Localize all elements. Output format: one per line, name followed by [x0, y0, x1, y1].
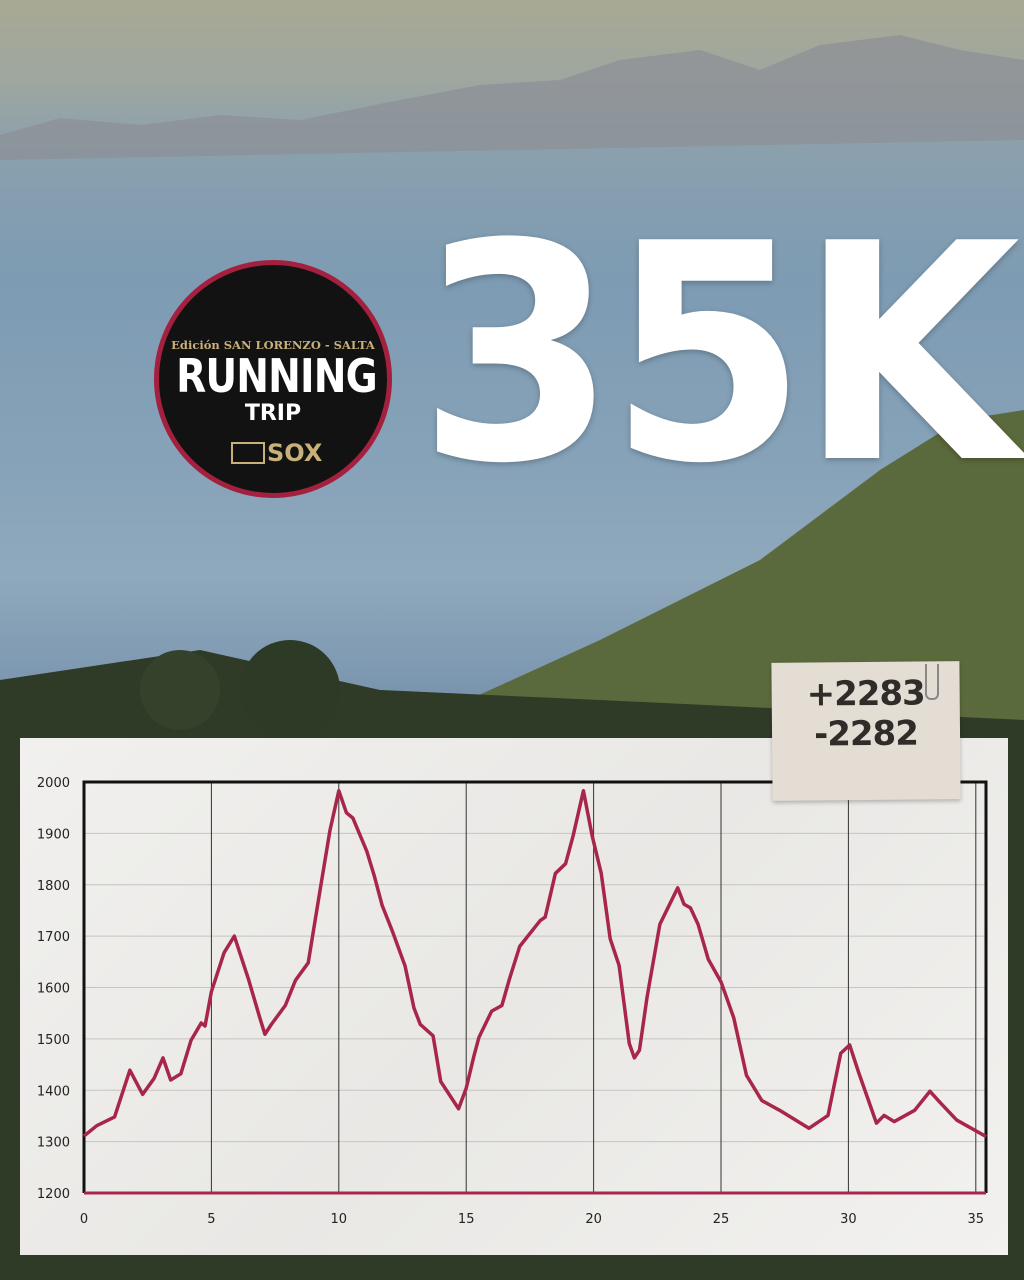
running-trip-logo: Edición SAN LORENZO - SALTA RUNNING TRIP… [154, 260, 392, 498]
y-tick-label: 1500 [37, 1033, 70, 1048]
x-tick-label: 5 [207, 1212, 215, 1227]
tree [140, 650, 220, 730]
x-tick-label: 20 [585, 1212, 602, 1227]
tree [240, 640, 340, 740]
x-tick-label: 15 [458, 1212, 475, 1227]
plot-frame [82, 780, 988, 1193]
y-tick-label: 1900 [37, 827, 70, 842]
x-tick-label: 25 [713, 1212, 730, 1227]
elevation-loss: -2282 [813, 713, 919, 755]
chart-paper [20, 738, 1008, 1255]
y-tick-label: 1300 [37, 1136, 70, 1151]
logo-sponsor: SOX [267, 439, 323, 467]
y-tick-label: 1400 [37, 1084, 70, 1099]
y-tick-label: 2000 [37, 776, 70, 791]
x-tick-label: 30 [840, 1212, 857, 1227]
sox-flag-icon [231, 442, 265, 464]
x-tick-label: 35 [968, 1212, 985, 1227]
x-tick-label: 0 [80, 1212, 88, 1227]
y-tick-label: 1600 [37, 982, 70, 997]
logo-name-line1: RUNNING [176, 349, 378, 403]
distance-title: 35K [418, 180, 1020, 529]
y-tick-label: 1700 [37, 930, 70, 945]
logo-name-line2: TRIP [244, 401, 302, 426]
paperclip-icon [925, 664, 939, 700]
distant-mountains [0, 35, 1024, 160]
y-tick-label: 1200 [37, 1187, 70, 1202]
x-tick-label: 10 [331, 1212, 348, 1227]
elevation-line [82, 788, 987, 1139]
logo-edition: Edición SAN LORENZO - SALTA [171, 338, 375, 352]
y-tick-label: 1800 [37, 879, 70, 894]
